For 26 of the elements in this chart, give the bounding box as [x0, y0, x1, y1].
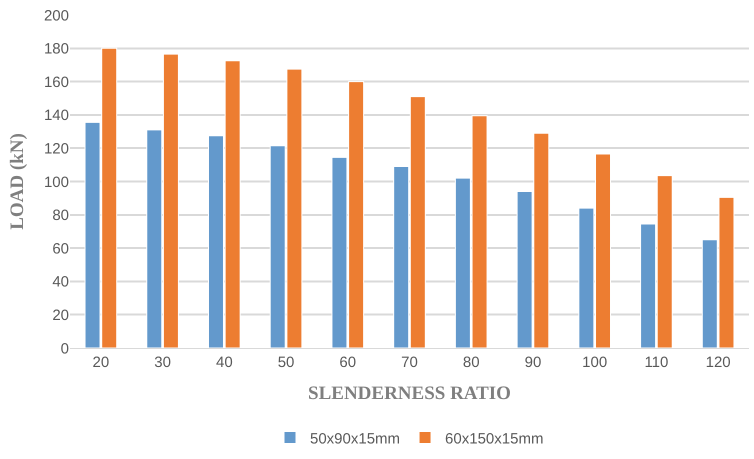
x-tick-label: 30 [154, 354, 171, 371]
x-tick-label: 90 [524, 354, 542, 371]
x-tick-label: 20 [92, 354, 110, 371]
y-tick-label: 200 [44, 7, 69, 24]
x-tick-label: 50 [278, 354, 294, 371]
x-tick-label: 40 [216, 354, 233, 371]
x-tick-label: 120 [706, 354, 731, 371]
y-tick-label: 100 [44, 174, 69, 191]
x-tick-label: 80 [462, 354, 480, 371]
y-axis-title: LOAD (kN) [6, 133, 28, 230]
x-tick-label: 60 [339, 354, 356, 371]
y-tick-label: 60 [52, 240, 69, 258]
y-tick-label: 120 [44, 140, 69, 158]
x-tick-label: 70 [401, 354, 418, 371]
y-tick-label: 160 [44, 74, 69, 91]
y-tick-label: 180 [44, 40, 69, 58]
y-tick-label: 140 [44, 107, 69, 124]
legend-label: 50x90x15mm [310, 430, 400, 448]
x-tick-label: 100 [582, 354, 608, 371]
y-tick-label: 0 [60, 340, 69, 358]
y-tick-label: 80 [52, 207, 69, 224]
y-tick-label: 40 [52, 274, 69, 291]
x-tick-label: 110 [644, 354, 668, 371]
legend-label: 60x150x15mm [445, 430, 544, 448]
y-tick-label: 20 [52, 306, 69, 324]
x-axis-title: SLENDERNESS RATIO [308, 382, 511, 404]
